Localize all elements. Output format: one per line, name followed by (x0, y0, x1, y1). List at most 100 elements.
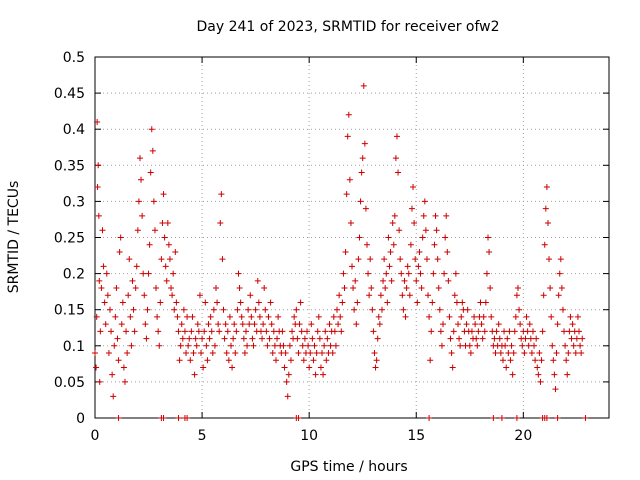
data-point (160, 191, 167, 198)
data-point (231, 321, 238, 328)
data-point-zero (184, 415, 191, 421)
data-point (169, 292, 176, 299)
data-point (164, 220, 171, 227)
data-point (487, 285, 494, 292)
data-point (225, 357, 232, 364)
data-point (222, 321, 229, 328)
data-point (132, 285, 139, 292)
data-point (436, 306, 443, 313)
data-point (382, 285, 389, 292)
data-point (528, 350, 535, 357)
data-point (193, 342, 200, 349)
data-point (192, 335, 199, 342)
data-point (497, 350, 504, 357)
data-point (451, 292, 458, 299)
data-point (329, 350, 336, 357)
data-point (233, 328, 240, 335)
data-point (431, 241, 438, 248)
data-point (380, 277, 387, 284)
data-point (506, 328, 513, 335)
data-point (432, 212, 439, 219)
data-point (324, 335, 331, 342)
data-point (149, 147, 156, 154)
data-point (190, 350, 197, 357)
data-point (420, 212, 427, 219)
data-point (121, 378, 128, 385)
data-point (534, 364, 541, 371)
y-tick-label: 0.4 (63, 122, 85, 138)
chart-title: Day 241 of 2023, SRMTID for receiver ofw… (196, 19, 499, 35)
data-point (563, 357, 570, 364)
data-point (99, 227, 106, 234)
data-point (261, 285, 268, 292)
data-point (484, 234, 491, 241)
data-point (481, 328, 488, 335)
data-point (557, 256, 564, 263)
data-point (539, 328, 546, 335)
data-point (139, 212, 146, 219)
data-point (422, 227, 429, 234)
data-point (112, 313, 119, 320)
data-point (410, 183, 417, 190)
y-tick-label: 0.15 (54, 303, 85, 319)
data-point (401, 277, 408, 284)
data-point (245, 306, 252, 313)
data-point (314, 328, 321, 335)
data-point (512, 313, 519, 320)
data-point (155, 328, 162, 335)
data-point (450, 328, 457, 335)
data-point (546, 256, 553, 263)
data-point (201, 328, 208, 335)
data-point (502, 342, 509, 349)
data-point (93, 364, 100, 371)
data-point (389, 220, 396, 227)
data-point (352, 277, 359, 284)
data-point (330, 313, 337, 320)
data-point (267, 299, 274, 306)
data-point-zero (543, 415, 550, 421)
data-point (548, 313, 555, 320)
data-point (282, 350, 289, 357)
data-point (238, 313, 245, 320)
data-point (179, 335, 186, 342)
data-point (304, 328, 311, 335)
data-point (234, 306, 241, 313)
data-point (326, 321, 333, 328)
data-point (425, 292, 432, 299)
data-point (148, 126, 155, 133)
data-points (92, 82, 589, 421)
data-point (144, 306, 151, 313)
data-point (346, 176, 353, 183)
data-point (349, 263, 355, 270)
data-point (377, 292, 384, 299)
data-point (242, 328, 249, 335)
data-point (295, 350, 302, 357)
data-point (488, 313, 495, 320)
data-point (109, 371, 116, 378)
data-point (428, 328, 435, 335)
data-point (227, 342, 234, 349)
data-point (145, 270, 152, 277)
data-point (280, 342, 287, 349)
data-point (437, 328, 444, 335)
data-point (340, 270, 347, 277)
data-point (550, 357, 557, 364)
data-point (566, 328, 573, 335)
data-point (549, 342, 556, 349)
data-point (525, 342, 532, 349)
data-point (247, 292, 254, 299)
data-point (106, 306, 113, 313)
data-point (361, 140, 368, 147)
data-point (221, 335, 228, 342)
data-point (406, 292, 413, 299)
x-tick-label: 20 (514, 428, 532, 444)
data-point (128, 342, 135, 349)
data-point (446, 313, 453, 320)
y-tick-label: 0.1 (63, 339, 85, 355)
data-point (294, 335, 301, 342)
data-point (384, 299, 391, 306)
data-point (92, 350, 98, 357)
data-point (555, 292, 562, 299)
data-point-zero (582, 415, 589, 421)
data-point (254, 277, 261, 284)
